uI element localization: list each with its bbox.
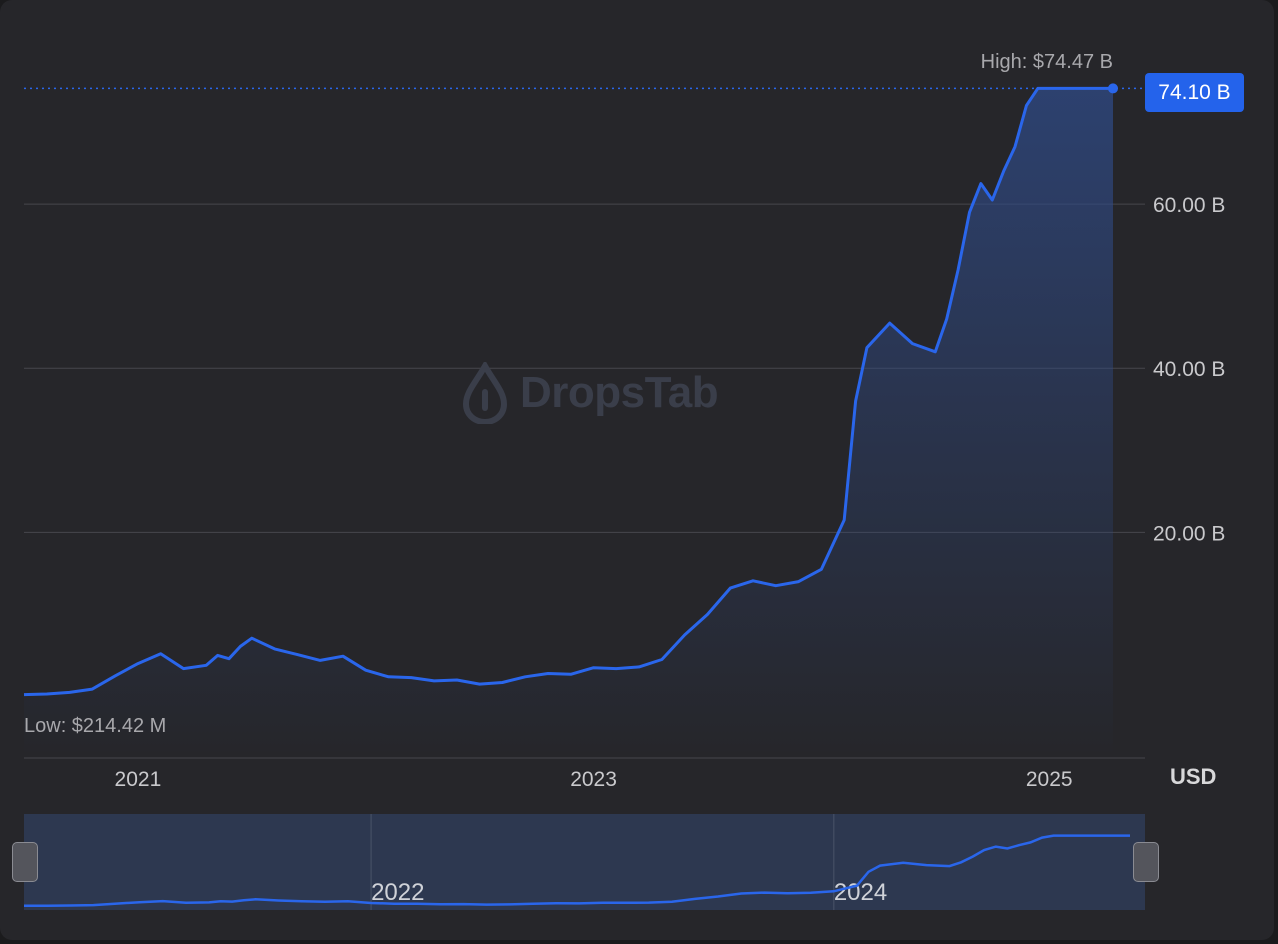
navigator-left-handle[interactable]	[12, 842, 38, 882]
x-tick-label: 2021	[115, 768, 162, 791]
currency-label[interactable]: USD	[1170, 764, 1217, 789]
high-label: High: $74.47 B	[981, 51, 1113, 73]
y-tick-label: 40.00 B	[1153, 358, 1225, 381]
y-tick-label: 60.00 B	[1153, 194, 1225, 217]
current-value-badge: 74.10 B	[1145, 73, 1244, 112]
x-tick-label: 2025	[1026, 768, 1073, 791]
watermark-text: DropsTab	[520, 368, 719, 417]
current-value-point	[1108, 83, 1118, 94]
x-tick-label: 2023	[570, 768, 617, 791]
series-line	[23, 86, 1113, 697]
range-navigator[interactable]	[24, 814, 1145, 910]
drop-icon	[462, 362, 508, 424]
series-area	[24, 88, 1113, 758]
navigator-right-handle[interactable]	[1133, 842, 1159, 882]
watermark: DropsTab	[460, 362, 760, 424]
y-tick-label: 20.00 B	[1153, 522, 1225, 545]
low-label: Low: $214.42 M	[24, 715, 166, 737]
